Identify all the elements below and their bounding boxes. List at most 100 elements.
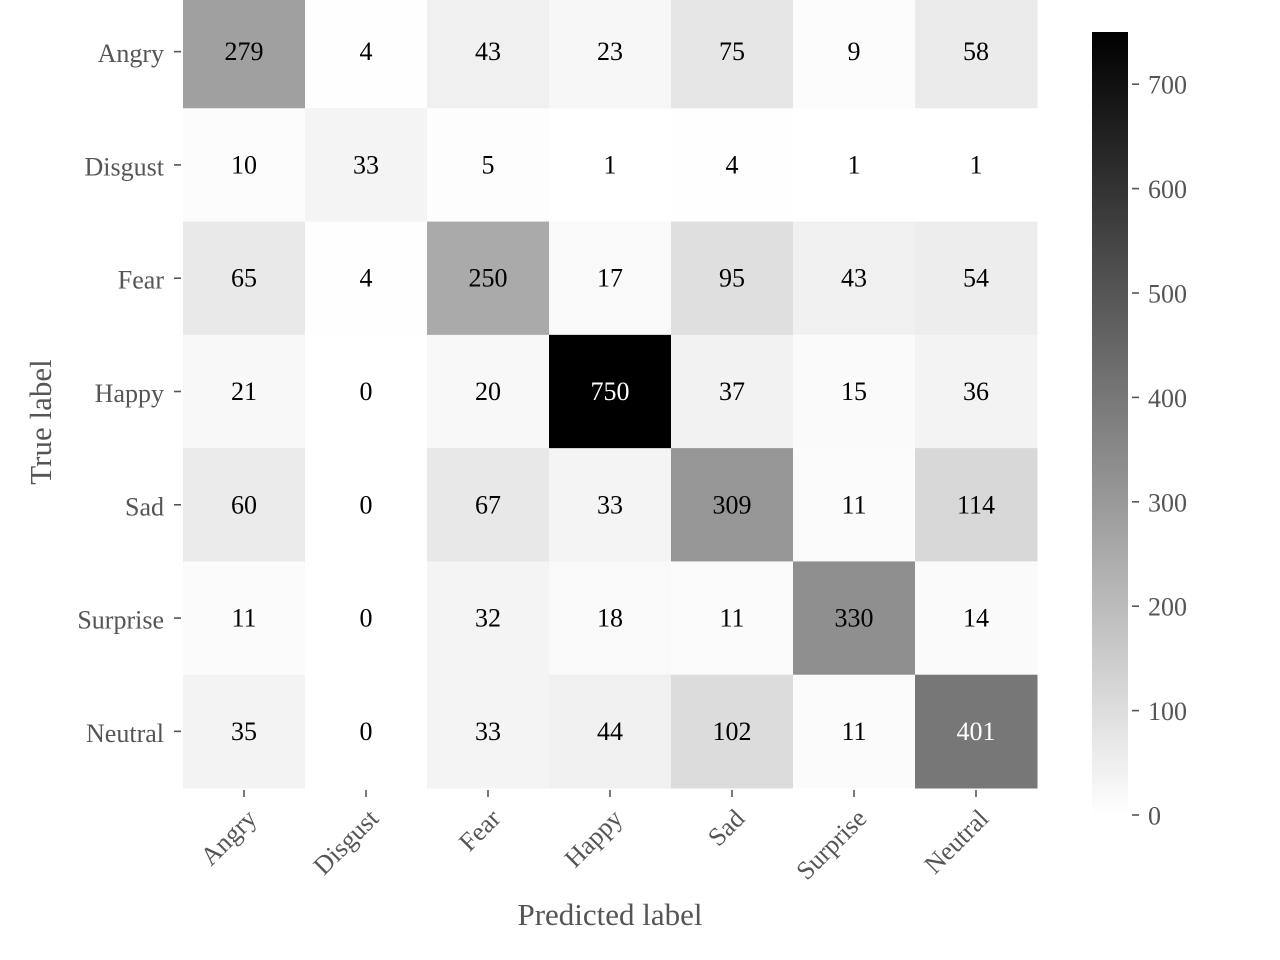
- x-tick-label: Surprise: [790, 804, 872, 886]
- heatmap-cell: [671, 561, 794, 676]
- x-axis-ticks: Angry Disgust Fear Happy Sad Surprise Neutral: [195, 790, 994, 886]
- colorbar-tick-label: 400: [1148, 384, 1187, 413]
- colorbar-tick-label: 600: [1148, 175, 1187, 204]
- heatmap-cell: [915, 108, 1038, 223]
- heatmap-cell-label: 10: [231, 150, 257, 179]
- heatmap-cell: [183, 561, 306, 676]
- heatmap-cell: [793, 561, 916, 676]
- heatmap-cell-label: 33: [475, 717, 501, 746]
- heatmap-cell-label: 44: [597, 717, 623, 746]
- heatmap-cell-label: 11: [841, 717, 866, 746]
- heatmap-cell: [793, 448, 916, 562]
- heatmap-cell-label: 4: [726, 150, 739, 179]
- heatmap-cell-label: 37: [719, 377, 745, 406]
- heatmap-cell-label: 35: [231, 717, 257, 746]
- heatmap-cell: [427, 674, 550, 789]
- heatmap-cell: [915, 448, 1038, 562]
- heatmap-cell: [793, 221, 916, 336]
- heatmap-cell-label: 43: [841, 264, 867, 293]
- heatmap-cell-label: 21: [231, 377, 257, 406]
- heatmap-cell: [671, 448, 794, 562]
- heatmap-cell: [183, 448, 306, 562]
- heatmap-cell-label: 58: [963, 37, 989, 66]
- heatmap-cell: [549, 448, 672, 562]
- heatmap-cell: [549, 561, 672, 676]
- y-tick-label: Surprise: [77, 606, 164, 635]
- heatmap-cell-label: 4: [360, 264, 373, 293]
- heatmap-cell-label: 15: [841, 377, 867, 406]
- heatmap-cell: [671, 334, 794, 449]
- heatmap-cell: [427, 108, 550, 223]
- heatmap-cell: [427, 221, 550, 336]
- heatmap-cell-label: 75: [719, 37, 745, 66]
- heatmap-cell-label: 14: [963, 604, 989, 633]
- heatmap-cells: [183, 0, 1038, 789]
- heatmap-cell: [305, 0, 428, 109]
- heatmap-cell-label: 11: [841, 490, 866, 519]
- heatmap-cell-label: 114: [957, 490, 995, 519]
- heatmap-cell-label: 11: [719, 604, 744, 633]
- heatmap-cell: [549, 108, 672, 223]
- x-axis-title: Predicted label: [517, 897, 702, 932]
- heatmap-cell-label: 17: [597, 264, 623, 293]
- heatmap-cell-label: 54: [963, 264, 989, 293]
- x-tick-label: Disgust: [308, 803, 385, 880]
- y-tick-label: Angry: [98, 39, 164, 68]
- heatmap-cell-label: 309: [713, 490, 752, 519]
- x-tick-label: Happy: [559, 804, 629, 874]
- colorbar-tick-label: 500: [1148, 280, 1187, 309]
- heatmap-cell-label: 401: [957, 717, 996, 746]
- heatmap-cell-label: 0: [360, 604, 373, 633]
- heatmap-cell-label: 9: [848, 37, 861, 66]
- heatmap-cell-label: 0: [360, 377, 373, 406]
- colorbar-tick-label: 300: [1148, 488, 1187, 517]
- heatmap-cell: [915, 0, 1038, 109]
- colorbar: 0 100 200 300 400 500 600 700: [1092, 32, 1187, 831]
- heatmap-cell-label: 0: [360, 490, 373, 519]
- heatmap-cell: [549, 674, 672, 789]
- heatmap-cell-label: 65: [231, 264, 257, 293]
- x-tick-label: Neutral: [919, 804, 995, 880]
- heatmap-cell: [915, 674, 1038, 789]
- colorbar-tick-label: 200: [1148, 593, 1187, 622]
- heatmap-cell: [183, 0, 306, 109]
- heatmap-cell: [427, 448, 550, 562]
- heatmap-cell-label: 67: [475, 490, 501, 519]
- heatmap-cell-label: 23: [597, 37, 623, 66]
- heatmap-cell: [305, 448, 428, 562]
- y-tick-label: Happy: [95, 379, 164, 408]
- x-tick-label: Sad: [702, 804, 750, 852]
- heatmap-cell: [305, 674, 428, 789]
- heatmap-cell-label: 20: [475, 377, 501, 406]
- heatmap-cell: [793, 334, 916, 449]
- heatmap-cell-label: 36: [963, 377, 989, 406]
- heatmap-cell-label: 750: [591, 377, 630, 406]
- colorbar-tick-label: 100: [1148, 697, 1187, 726]
- heatmap-cell: [915, 334, 1038, 449]
- heatmap-cell: [549, 0, 672, 109]
- heatmap-cell-label: 5: [482, 150, 495, 179]
- heatmap-cell: [793, 674, 916, 789]
- heatmap-cell-label: 33: [597, 490, 623, 519]
- heatmap-cell-label: 11: [231, 604, 256, 633]
- y-tick-label: Disgust: [85, 152, 165, 181]
- heatmap-cell-label: 33: [353, 150, 379, 179]
- heatmap-cell: [183, 674, 306, 789]
- heatmap-cell-label: 102: [713, 717, 752, 746]
- heatmap-cell-label: 250: [469, 264, 508, 293]
- heatmap-cell: [549, 221, 672, 336]
- heatmap-cell-label: 1: [848, 150, 861, 179]
- y-tick-label: Neutral: [86, 719, 164, 748]
- heatmap-cell: [915, 221, 1038, 336]
- heatmap-cell: [183, 108, 306, 223]
- heatmap-cell: [671, 0, 794, 109]
- heatmap-cell-label: 43: [475, 37, 501, 66]
- heatmap-cell-label: 330: [835, 604, 874, 633]
- colorbar-gradient: [1092, 32, 1128, 815]
- heatmap-cell: [427, 561, 550, 676]
- heatmap-cell-label: 279: [225, 37, 264, 66]
- heatmap-cell: [671, 108, 794, 223]
- heatmap-cell-label: 0: [360, 717, 373, 746]
